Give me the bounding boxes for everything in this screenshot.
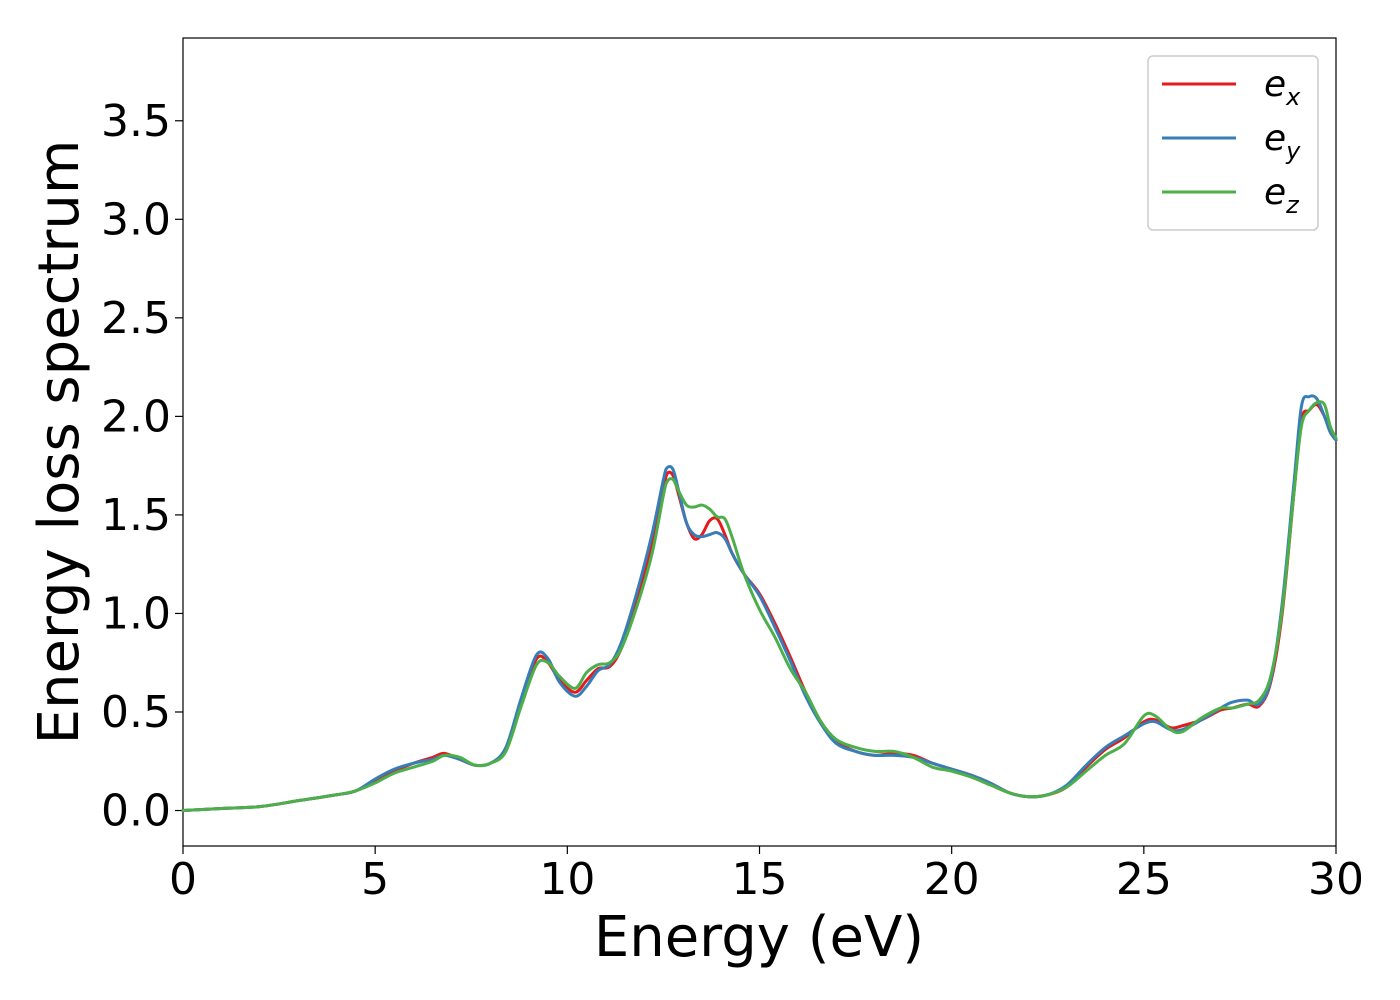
y-tick-label: 1.0: [101, 588, 171, 639]
series-line-ey: [181, 394, 1338, 813]
legend-label-ex: ex: [1264, 64, 1301, 111]
series-line-ez: [181, 400, 1338, 813]
x-tick-label: 25: [1116, 854, 1172, 905]
series-lines: [181, 394, 1338, 813]
y-tick-label: 0.5: [101, 687, 171, 738]
y-tick-label: 0.0: [101, 786, 171, 837]
y-axis-title: Energy loss spectrum: [27, 140, 92, 745]
x-tick-label: 5: [361, 854, 389, 905]
y-tick-label: 3.0: [101, 194, 171, 245]
x-tick-label: 10: [539, 854, 595, 905]
y-tick-label: 2.5: [101, 293, 171, 344]
y-axis-ticks: 0.0 0.5 1.0 1.5 2.0 2.5 3.0 3.5: [101, 96, 183, 837]
legend-label-ey: ey: [1264, 118, 1301, 165]
x-tick-label: 30: [1308, 854, 1364, 905]
y-tick-label: 3.5: [101, 96, 171, 147]
legend-label-ez: ez: [1264, 172, 1300, 219]
x-tick-label: 0: [169, 854, 197, 905]
y-tick-label: 1.5: [101, 490, 171, 541]
x-axis-title: Energy (eV): [594, 905, 924, 970]
legend-box: [1147, 55, 1319, 231]
x-axis-ticks: 0 5 10 15 20 25 30: [169, 846, 1364, 905]
x-tick-label: 20: [924, 854, 980, 905]
legend: ex ey ez: [1147, 55, 1319, 231]
x-tick-label: 15: [732, 854, 788, 905]
y-tick-label: 2.0: [101, 391, 171, 442]
